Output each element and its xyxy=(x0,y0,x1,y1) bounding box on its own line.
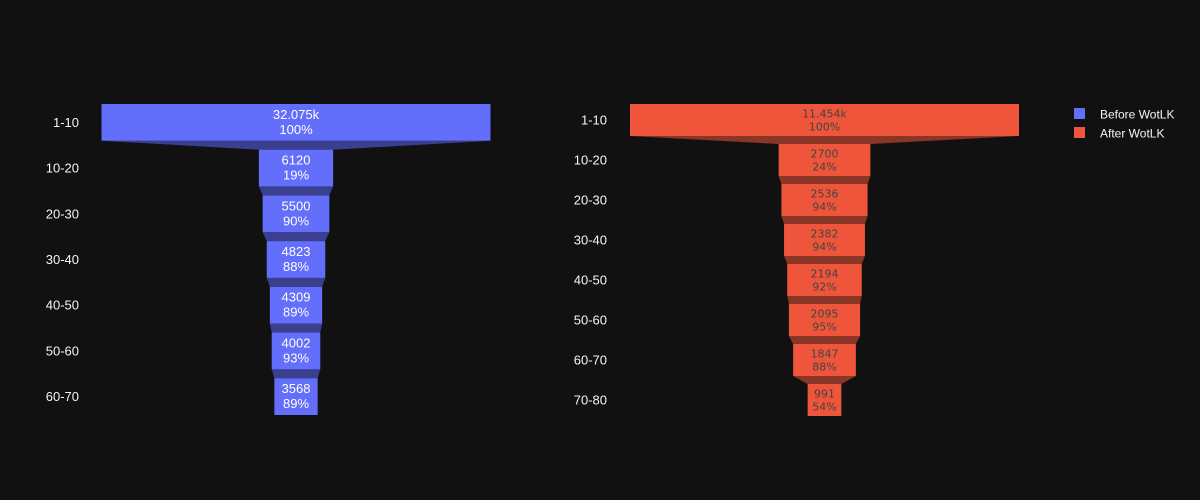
funnel-connector-after xyxy=(784,256,865,264)
legend-item-before[interactable]: Before WotLK xyxy=(1074,108,1174,122)
funnel-percent-label: 24% xyxy=(812,161,836,174)
funnel-bar-before[interactable] xyxy=(101,104,491,141)
funnel-percent-label: 94% xyxy=(812,241,836,254)
legend-swatch-before xyxy=(1074,108,1085,119)
funnel-percent-label: 54% xyxy=(812,401,836,414)
legend-item-after[interactable]: After WotLK xyxy=(1074,127,1164,141)
funnel-value-label: 5500 xyxy=(282,198,311,213)
funnel-bar-label-before: 3568 89% xyxy=(282,381,311,411)
funnel-bar-label-after: 991 54% xyxy=(812,388,836,414)
funnel-bar-label-before: 32.075k 100% xyxy=(273,107,320,137)
funnel-bar-label-before: 5500 90% xyxy=(282,198,311,228)
funnel-value-label: 1847 xyxy=(811,348,839,361)
funnel-bar-after[interactable] xyxy=(788,304,861,336)
funnel-percent-label: 90% xyxy=(283,213,309,228)
funnel-connector-before xyxy=(266,277,326,287)
funnel-value-label: 4309 xyxy=(282,290,311,305)
funnel-percent-label: 88% xyxy=(283,259,309,274)
funnel-value-label: 2536 xyxy=(811,188,839,201)
funnel-bar-before[interactable] xyxy=(271,332,321,370)
y-tick-label-before: 20-30 xyxy=(46,206,79,221)
funnel-value-label: 32.075k xyxy=(273,107,320,122)
funnel-bar-label-after: 11.454k 100% xyxy=(802,108,847,134)
funnel-bar-label-after: 2700 24% xyxy=(811,148,839,174)
funnel-percent-label: 19% xyxy=(283,168,309,183)
funnel-bar-after[interactable] xyxy=(781,184,868,216)
funnel-bar-label-after: 2382 94% xyxy=(811,228,839,254)
funnel-value-label: 6120 xyxy=(282,153,311,168)
funnel-value-label: 991 xyxy=(814,388,835,401)
funnel-connector-before xyxy=(271,369,321,379)
y-tick-label-after: 50-60 xyxy=(574,313,607,328)
funnel-bar-after[interactable] xyxy=(793,344,856,376)
funnel-percent-label: 93% xyxy=(283,350,309,365)
funnel-bar-label-after: 1847 88% xyxy=(811,348,839,374)
funnel-bar-after[interactable] xyxy=(807,384,842,416)
y-tick-label-before: 30-40 xyxy=(46,252,79,267)
funnel-percent-label: 95% xyxy=(812,321,836,334)
funnel-connector-before xyxy=(262,232,330,242)
y-tick-label-after: 70-80 xyxy=(574,393,607,408)
funnel-bar-label-before: 4309 89% xyxy=(282,290,311,320)
y-tick-label-before: 60-70 xyxy=(46,389,79,404)
funnel-value-label: 2700 xyxy=(811,148,839,161)
funnel-percent-label: 92% xyxy=(812,281,836,294)
legend-swatch-after xyxy=(1074,127,1085,138)
legend-label-after: After WotLK xyxy=(1100,127,1164,141)
funnel-percent-label: 89% xyxy=(283,396,309,411)
legend: Before WotLK After WotLK xyxy=(1074,108,1174,141)
funnel-value-label: 3568 xyxy=(282,381,311,396)
funnel-bar-after[interactable] xyxy=(630,104,1019,136)
funnel-percent-label: 94% xyxy=(812,201,836,214)
y-tick-label-before: 10-20 xyxy=(46,161,79,176)
funnel-connector-after xyxy=(781,216,868,224)
funnel-bar-label-after: 2194 92% xyxy=(811,268,839,294)
funnel-bar-label-after: 2095 95% xyxy=(811,308,839,334)
funnel-bar-label-before: 4823 88% xyxy=(282,244,311,274)
y-tick-label-before: 50-60 xyxy=(46,343,79,358)
funnel-value-label: 2382 xyxy=(811,228,839,241)
funnel-connector-before xyxy=(258,186,334,196)
funnel-bar-before[interactable] xyxy=(274,378,318,415)
funnel-bar-before[interactable] xyxy=(262,195,330,233)
funnel-bar-after[interactable] xyxy=(787,264,862,296)
funnel-bar-label-before: 6120 19% xyxy=(282,153,311,183)
funnel-percent-label: 89% xyxy=(283,305,309,320)
y-tick-label-after: 10-20 xyxy=(574,153,607,168)
y-tick-label-after: 20-30 xyxy=(574,193,607,208)
legend-label-before: Before WotLK xyxy=(1100,108,1174,122)
y-tick-label-before: 40-50 xyxy=(46,298,79,313)
funnel-bar-label-before: 4002 93% xyxy=(282,335,311,365)
funnel-bar-before[interactable] xyxy=(269,286,323,324)
funnel-value-label: 4823 xyxy=(282,244,311,259)
funnel-bar-after[interactable] xyxy=(784,224,865,256)
funnel-value-label: 2194 xyxy=(811,268,839,281)
y-tick-label-after: 40-50 xyxy=(574,273,607,288)
funnel-value-label: 2095 xyxy=(811,308,839,321)
funnel-bar-label-after: 2536 94% xyxy=(811,188,839,214)
y-tick-label-after: 60-70 xyxy=(574,353,607,368)
funnel-connector-after xyxy=(778,176,871,184)
funnel-bar-after[interactable] xyxy=(778,144,871,176)
funnel-value-label: 11.454k xyxy=(802,108,847,121)
funnel-connector-after xyxy=(630,136,1019,144)
funnel-connector-before xyxy=(101,140,491,150)
funnel-percent-label: 100% xyxy=(809,121,840,134)
funnel-connector-after xyxy=(787,296,862,304)
y-tick-label-before: 1-10 xyxy=(53,115,79,130)
funnel-percent-label: 88% xyxy=(812,361,836,374)
y-tick-label-after: 1-10 xyxy=(581,113,607,128)
funnel-connector-after xyxy=(788,336,861,344)
y-tick-label-after: 30-40 xyxy=(574,233,607,248)
funnel-bar-before[interactable] xyxy=(266,241,326,278)
funnel-percent-label: 100% xyxy=(279,122,313,137)
funnel-value-label: 4002 xyxy=(282,335,311,350)
funnel-bar-before[interactable] xyxy=(258,149,334,187)
funnel-before-wotlk: 32.075k 100% 1-10 6120 19% 10-20 5500 90% 20-30 4… xyxy=(46,104,491,415)
funnel-connector-before xyxy=(269,323,323,333)
funnel-connector-after xyxy=(793,376,856,384)
